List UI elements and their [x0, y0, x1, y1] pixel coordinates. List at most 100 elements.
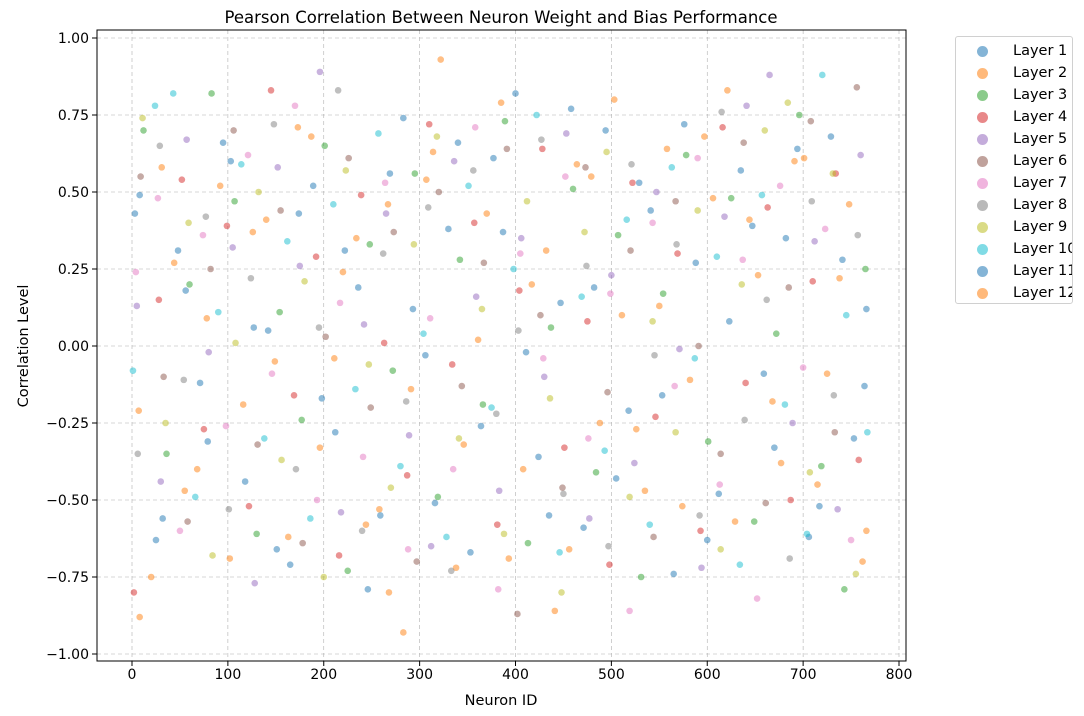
data-point	[727, 194, 735, 202]
data-point	[358, 527, 366, 535]
data-point	[716, 481, 724, 488]
data-point	[158, 164, 166, 171]
data-point	[320, 573, 328, 581]
data-point	[695, 342, 702, 350]
data-point	[859, 558, 866, 565]
data-point	[352, 385, 359, 393]
data-point	[448, 361, 456, 368]
data-point	[740, 139, 747, 147]
data-point	[455, 435, 463, 442]
data-point	[254, 441, 261, 448]
data-point	[582, 164, 589, 171]
data-point	[670, 570, 677, 578]
data-point	[411, 170, 419, 177]
data-point	[181, 487, 189, 495]
data-point	[424, 204, 432, 211]
data-point	[749, 222, 756, 230]
legend-item: Layer 7	[956, 172, 1072, 194]
legend-item: Layer 12	[956, 282, 1072, 303]
data-point	[140, 127, 147, 134]
data-point	[784, 99, 792, 106]
legend-marker-icon	[977, 111, 988, 123]
data-point	[522, 348, 530, 356]
data-point	[739, 256, 747, 264]
data-point	[341, 247, 349, 254]
data-point	[270, 120, 278, 128]
data-point	[584, 318, 591, 325]
data-point	[237, 160, 245, 168]
data-point	[296, 262, 304, 270]
data-point	[337, 509, 345, 516]
data-point	[231, 197, 238, 205]
data-point	[649, 318, 656, 325]
data-point	[816, 502, 823, 510]
data-point	[785, 284, 793, 291]
data-point	[268, 370, 276, 378]
data-point	[701, 133, 708, 140]
data-point	[547, 324, 555, 331]
data-point	[836, 274, 843, 282]
data-point	[405, 432, 413, 439]
data-point	[592, 468, 600, 476]
y-tick-label: −0.50	[46, 493, 89, 509]
data-point	[169, 90, 177, 97]
data-point	[429, 148, 437, 156]
data-point	[842, 311, 850, 319]
data-point	[376, 505, 383, 513]
data-point	[223, 222, 231, 230]
data-point	[515, 327, 522, 334]
data-point	[516, 287, 523, 294]
data-point	[736, 561, 744, 568]
data-point	[580, 524, 587, 532]
data-point	[612, 475, 620, 482]
data-point	[512, 90, 519, 97]
data-point	[676, 345, 683, 353]
data-point	[724, 87, 731, 94]
legend-item: Layer 8	[956, 194, 1072, 216]
data-point	[450, 157, 458, 165]
data-point	[267, 87, 275, 94]
data-point	[133, 302, 141, 310]
x-axis-ticks: 0 100 200 300 400 500 600 700 800	[128, 661, 912, 683]
data-point	[253, 530, 260, 538]
data-point	[505, 555, 513, 562]
data-point	[425, 120, 433, 128]
data-point	[646, 521, 654, 528]
data-point	[565, 545, 573, 553]
data-point	[753, 595, 761, 602]
series-2	[135, 87, 866, 572]
data-point	[629, 179, 636, 187]
data-point	[764, 204, 771, 211]
data-point	[628, 160, 635, 168]
data-point	[776, 182, 784, 190]
data-point	[382, 210, 390, 217]
data-point	[357, 191, 365, 199]
legend-label: Layer 4	[1013, 109, 1068, 125]
data-point	[465, 182, 472, 190]
data-points	[129, 56, 871, 636]
legend-marker-icon	[977, 177, 988, 189]
data-point	[182, 287, 189, 294]
legend-marker-icon	[977, 199, 988, 211]
data-point	[738, 281, 746, 288]
data-point	[214, 308, 222, 316]
data-point	[136, 191, 143, 199]
data-point	[658, 391, 666, 399]
data-point	[537, 311, 544, 319]
data-point	[696, 512, 703, 519]
data-point	[386, 170, 394, 177]
series-10	[129, 71, 871, 568]
data-point	[264, 327, 272, 334]
data-point	[200, 425, 208, 433]
data-point	[385, 589, 393, 596]
y-axis-label: Correlation Level	[16, 285, 32, 408]
data-point	[403, 472, 411, 479]
data-point	[478, 305, 486, 313]
data-point	[567, 105, 575, 113]
data-point	[823, 370, 831, 378]
legend-marker-icon	[977, 133, 988, 145]
y-tick-label: −0.25	[46, 416, 89, 432]
data-point	[808, 197, 816, 205]
y-tick-label: 0.75	[58, 108, 89, 124]
legend-item: Layer 2	[956, 62, 1072, 84]
